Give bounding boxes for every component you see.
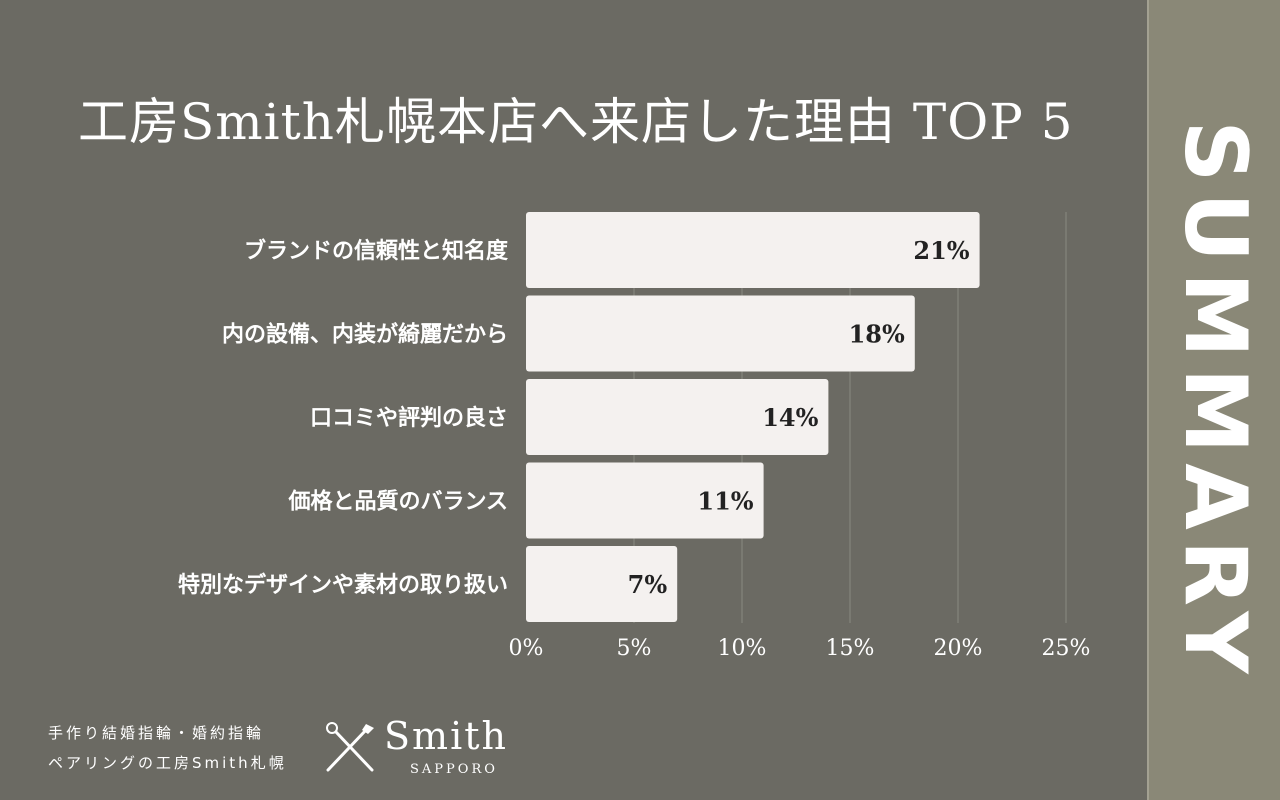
footer-line-2: ペアリングの工房Smith札幌 [48,754,287,772]
x-tick-label: 10% [718,636,767,661]
x-tick-label: 0% [509,636,544,661]
value-label: 18% [849,320,905,349]
category-label: 内の設備、内装が綺麗だから [222,322,508,348]
value-label: 14% [762,403,818,432]
category-label: 口コミや評判の良さ [310,405,508,431]
value-label: 11% [697,487,753,516]
logo-subtitle: SAPPORO [410,762,498,777]
category-label: 特別なデザインや素材の取り扱い [178,572,508,598]
x-tick-label: 15% [826,636,875,661]
bar [526,295,915,372]
side-summary-text: SUMMARY [1165,120,1265,684]
category-label: ブランドの信頼性と知名度 [244,238,509,264]
value-label: 7% [628,570,668,599]
side-panel: SUMMARY [1147,0,1280,800]
chart-title: 工房Smith札幌本店へ来店した理由 TOP 5 [78,93,1074,151]
footer-line-1: 手作り結婚指輪・婚約指輪 [48,724,265,742]
bar [526,462,764,539]
x-tick-label: 25% [1042,636,1091,661]
crossed-tools-icon [326,722,374,772]
bar [526,546,678,622]
bar [526,379,829,455]
bar [526,212,980,288]
logo-name: Smith [384,714,508,758]
x-tick-label: 5% [617,636,652,661]
x-tick-label: 20% [934,636,983,661]
category-label: 価格と品質のバランス [287,489,508,515]
bar-chart: 0% 5% 10% 15% 20% 25% ブランドの信頼性と知名度 21% 内の設備、内装が綺… [178,212,1091,661]
value-label: 21% [913,236,969,265]
